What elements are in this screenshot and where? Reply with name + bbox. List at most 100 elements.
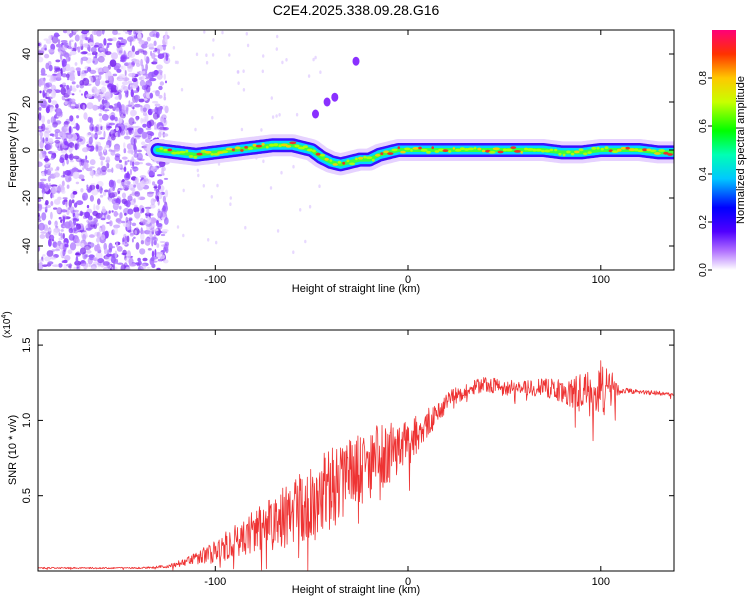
noise-blob — [87, 66, 92, 72]
track-hotspot — [383, 150, 389, 154]
noise-blob — [103, 146, 106, 153]
noise-blob — [115, 127, 119, 132]
noise-blob — [38, 100, 41, 108]
noise-blob — [66, 30, 71, 35]
noise-blob — [153, 234, 157, 238]
noise-blob — [42, 254, 46, 257]
noise-blob — [70, 104, 76, 107]
scatter-dot — [202, 184, 205, 188]
noise-blob — [79, 247, 87, 255]
noise-blob — [38, 77, 46, 86]
noise-blob — [151, 109, 155, 113]
track-hotspot — [488, 151, 496, 154]
track-hotspot — [329, 159, 333, 162]
track-hotspot — [380, 152, 384, 156]
noise-blob — [86, 132, 91, 137]
noise-blob — [38, 204, 43, 212]
spectrogram-track-core — [155, 143, 674, 167]
noise-blob — [158, 94, 163, 99]
noise-blob — [126, 235, 130, 243]
noise-blob — [53, 223, 57, 226]
noise-blob — [74, 143, 78, 151]
noise-blob — [72, 87, 77, 92]
spectrogram-y-tick-label: -40 — [21, 238, 33, 254]
noise-blob — [72, 126, 79, 129]
noise-blob — [64, 153, 69, 161]
noise-blob — [104, 144, 110, 149]
noise-blob — [90, 266, 97, 270]
noise-blob — [91, 189, 99, 196]
spectrogram-feature-points — [312, 56, 360, 119]
noise-blob — [122, 30, 128, 33]
noise-blob — [60, 243, 63, 249]
noise-blob — [85, 37, 91, 41]
noise-blob — [136, 152, 143, 161]
snr-x-ticks: -100 0 100 — [204, 330, 610, 588]
noise-blob — [103, 38, 107, 46]
noise-blob — [125, 93, 128, 98]
track-hotspot — [554, 148, 558, 152]
scatter-dot — [319, 70, 322, 74]
noise-blob — [125, 220, 131, 228]
noise-blob — [147, 266, 150, 269]
noise-blob — [94, 245, 102, 252]
noise-blob — [114, 155, 121, 162]
noise-blob — [44, 130, 50, 135]
noise-blob — [42, 192, 45, 201]
noise-blob — [107, 262, 111, 269]
noise-blob — [88, 264, 91, 267]
noise-blob — [96, 222, 99, 226]
noise-blob — [130, 89, 134, 98]
noise-blob — [89, 159, 96, 166]
noise-blob — [48, 238, 52, 247]
noise-blob — [105, 152, 108, 155]
noise-blob — [135, 262, 140, 265]
track-hotspot — [244, 145, 249, 149]
scatter-dot — [211, 53, 215, 57]
spectrogram-x-tick-label: 100 — [592, 274, 610, 286]
noise-blob — [96, 167, 102, 175]
noise-blob — [40, 67, 46, 76]
track-hotspot — [240, 149, 244, 152]
track-hotspot — [442, 149, 449, 153]
track-hotspot — [312, 149, 316, 153]
noise-blob — [123, 166, 127, 172]
noise-blob — [72, 215, 76, 218]
noise-blob — [112, 73, 118, 77]
noise-blob — [51, 150, 59, 153]
noise-blob — [133, 184, 137, 188]
track-hotspot — [400, 150, 406, 154]
noise-blob — [163, 177, 169, 180]
spectrogram-y-label: Frequency (Hz) — [7, 112, 19, 188]
noise-blob — [125, 106, 129, 115]
noise-blob — [138, 162, 143, 165]
noise-blob — [121, 104, 125, 113]
track-hotspot — [481, 149, 486, 153]
colorbar-tick-label: 0.0 — [698, 263, 709, 277]
noise-blob — [65, 174, 72, 183]
noise-blob — [131, 161, 135, 167]
noise-blob — [93, 203, 96, 212]
noise-blob — [100, 160, 104, 166]
track-hotspot — [497, 150, 504, 154]
noise-blob — [54, 168, 60, 172]
track-hotspot — [558, 152, 562, 156]
noise-blob — [75, 211, 79, 219]
noise-blob — [58, 216, 62, 220]
noise-blob — [94, 244, 99, 252]
scatter-dot — [270, 96, 273, 100]
scatter-dot — [229, 196, 232, 200]
track-hotspot — [505, 148, 513, 152]
noise-blob — [100, 194, 104, 198]
noise-blob — [49, 106, 57, 111]
noise-blob — [118, 117, 123, 124]
noise-blob — [83, 161, 89, 170]
track-hotspot — [566, 150, 571, 154]
noise-blob — [38, 245, 41, 252]
noise-blob — [62, 216, 65, 224]
noise-blob — [63, 138, 68, 145]
noise-blob — [69, 262, 72, 270]
noise-blob — [134, 135, 142, 138]
track-hotspot — [234, 146, 241, 150]
noise-blob — [50, 201, 54, 206]
